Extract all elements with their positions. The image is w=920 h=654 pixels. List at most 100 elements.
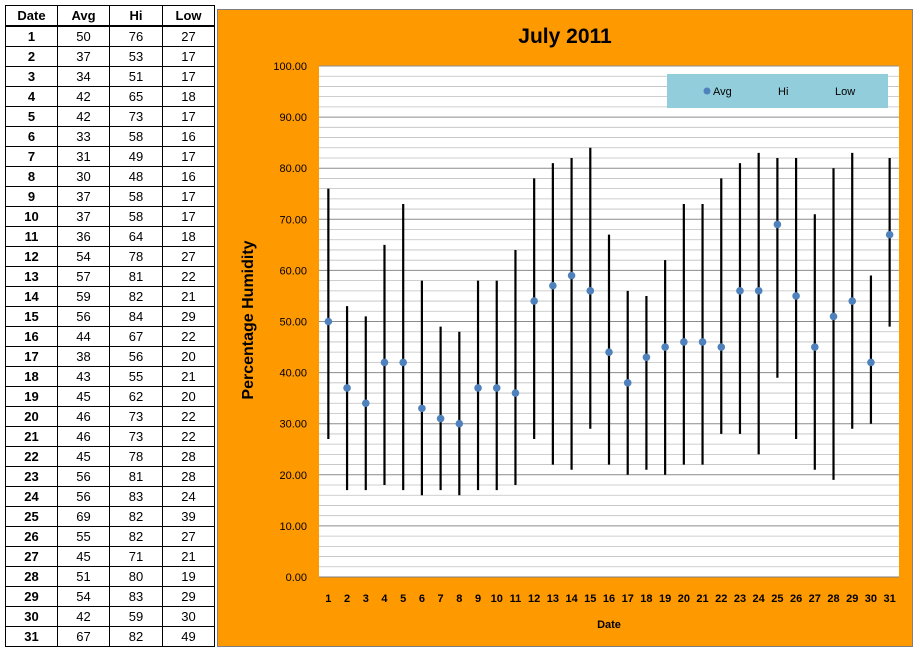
hi-cell: 84: [109, 306, 163, 327]
avg-point: [492, 384, 501, 392]
x-tick-label: 17: [622, 593, 634, 605]
x-tick-label: 6: [419, 593, 425, 605]
table-row: 3 34 51 17: [5, 66, 215, 87]
table-row: 10 37 58 17: [5, 206, 215, 227]
hi-cell: 82: [109, 506, 163, 527]
y-tick-label: 50.00: [279, 317, 307, 329]
avg-cell: 50: [57, 25, 110, 47]
date-cell: 28: [5, 566, 58, 587]
avg-point: [361, 399, 370, 408]
date-cell: 20: [5, 406, 58, 427]
x-tick-label: 28: [827, 593, 839, 605]
low-cell: 49: [162, 626, 215, 647]
avg-points: [324, 220, 894, 428]
col-header-hi: Hi: [109, 5, 163, 27]
low-cell: 17: [162, 66, 215, 87]
col-header-low: Low: [162, 5, 215, 27]
legend-label-avg: Avg: [713, 86, 732, 98]
date-cell: 14: [5, 286, 58, 307]
hi-cell: 48: [109, 166, 163, 187]
x-tick-label: 29: [846, 593, 858, 605]
hi-cell: 65: [109, 86, 163, 107]
avg-point: [324, 317, 333, 326]
hi-cell: 81: [109, 466, 163, 487]
avg-cell: 59: [57, 286, 110, 307]
hi-cell: 81: [109, 266, 163, 287]
x-tick-label: 10: [491, 593, 503, 605]
date-cell: 29: [5, 586, 58, 607]
hi-cell: 51: [109, 66, 163, 87]
y-axis-label: Percentage Humidity: [240, 240, 257, 399]
y-tick-label: 30.00: [279, 419, 307, 431]
date-cell: 30: [5, 606, 58, 627]
avg-point: [811, 343, 819, 351]
low-cell: 17: [162, 106, 215, 127]
x-tick-label: 7: [438, 593, 444, 605]
table-row: 26 55 82 27: [5, 526, 215, 547]
hi-cell: 73: [109, 406, 163, 427]
x-tick-label: 18: [640, 593, 652, 605]
avg-cell: 37: [57, 206, 110, 227]
low-cell: 27: [162, 526, 215, 547]
x-tick-label: 25: [771, 593, 783, 605]
hi-cell: 76: [109, 25, 163, 47]
date-cell: 3: [5, 66, 58, 87]
y-axis-ticks: 0.00 10.00 20.00 30.00 40.00 50.00 60.00 70.00 8…: [273, 61, 307, 584]
x-tick-label: 15: [584, 593, 596, 605]
table-row: 4 42 65 18: [5, 86, 215, 107]
avg-point: [455, 419, 464, 428]
table-row: 17 38 56 20: [5, 346, 215, 367]
x-tick-label: 13: [547, 593, 559, 605]
table-row: 14 59 82 21: [5, 286, 215, 307]
avg-cell: 42: [57, 86, 110, 107]
avg-cell: 67: [57, 626, 110, 647]
date-cell: 16: [5, 326, 58, 347]
avg-point: [586, 287, 595, 295]
y-tick-label: 100.00: [273, 61, 307, 73]
low-cell: 29: [162, 586, 215, 607]
low-cell: 20: [162, 346, 215, 367]
hi-cell: 62: [109, 386, 163, 407]
avg-point: [343, 384, 351, 392]
low-cell: 18: [162, 86, 215, 107]
x-tick-label: 23: [734, 593, 746, 605]
avg-point: [829, 312, 838, 321]
avg-cell: 42: [57, 606, 110, 627]
avg-cell: 30: [57, 166, 110, 187]
low-cell: 27: [162, 25, 215, 47]
data-table: Date Avg Hi Low 1 50 76 27 2 37 53 17 3 34 51 17 4 42…: [5, 5, 215, 647]
low-cell: 17: [162, 46, 215, 67]
low-cell: 17: [162, 186, 215, 207]
x-tick-label: 1: [325, 593, 331, 605]
y-tick-label: 90.00: [279, 112, 307, 124]
low-cell: 17: [162, 146, 215, 167]
avg-point: [754, 287, 763, 295]
low-cell: 19: [162, 566, 215, 587]
table-row: 31 67 82 49: [5, 626, 215, 647]
avg-cell: 54: [57, 586, 110, 607]
hi-cell: 73: [109, 106, 163, 127]
hi-cell: 56: [109, 346, 163, 367]
table-row: 30 42 59 30: [5, 606, 215, 627]
avg-cell: 46: [57, 426, 110, 447]
x-tick-label: 30: [865, 593, 877, 605]
low-cell: 18: [162, 226, 215, 247]
table-row: 21 46 73 22: [5, 426, 215, 447]
x-tick-label: 21: [696, 593, 708, 605]
legend-avg-marker: [703, 87, 711, 95]
y-tick-label: 40.00: [279, 368, 307, 380]
x-tick-label: 31: [884, 593, 896, 605]
table-row: 27 45 71 21: [5, 546, 215, 567]
avg-cell: 33: [57, 126, 110, 147]
x-tick-label: 20: [678, 593, 690, 605]
table-row: 19 45 62 20: [5, 386, 215, 407]
x-tick-label: 14: [565, 593, 578, 605]
y-tick-label: 0.00: [286, 572, 307, 584]
avg-cell: 36: [57, 226, 110, 247]
y-tick-label: 80.00: [279, 163, 307, 175]
low-cell: 22: [162, 406, 215, 427]
avg-point: [380, 358, 389, 367]
x-tick-label: 24: [753, 593, 766, 605]
avg-cell: 38: [57, 346, 110, 367]
avg-cell: 56: [57, 486, 110, 507]
